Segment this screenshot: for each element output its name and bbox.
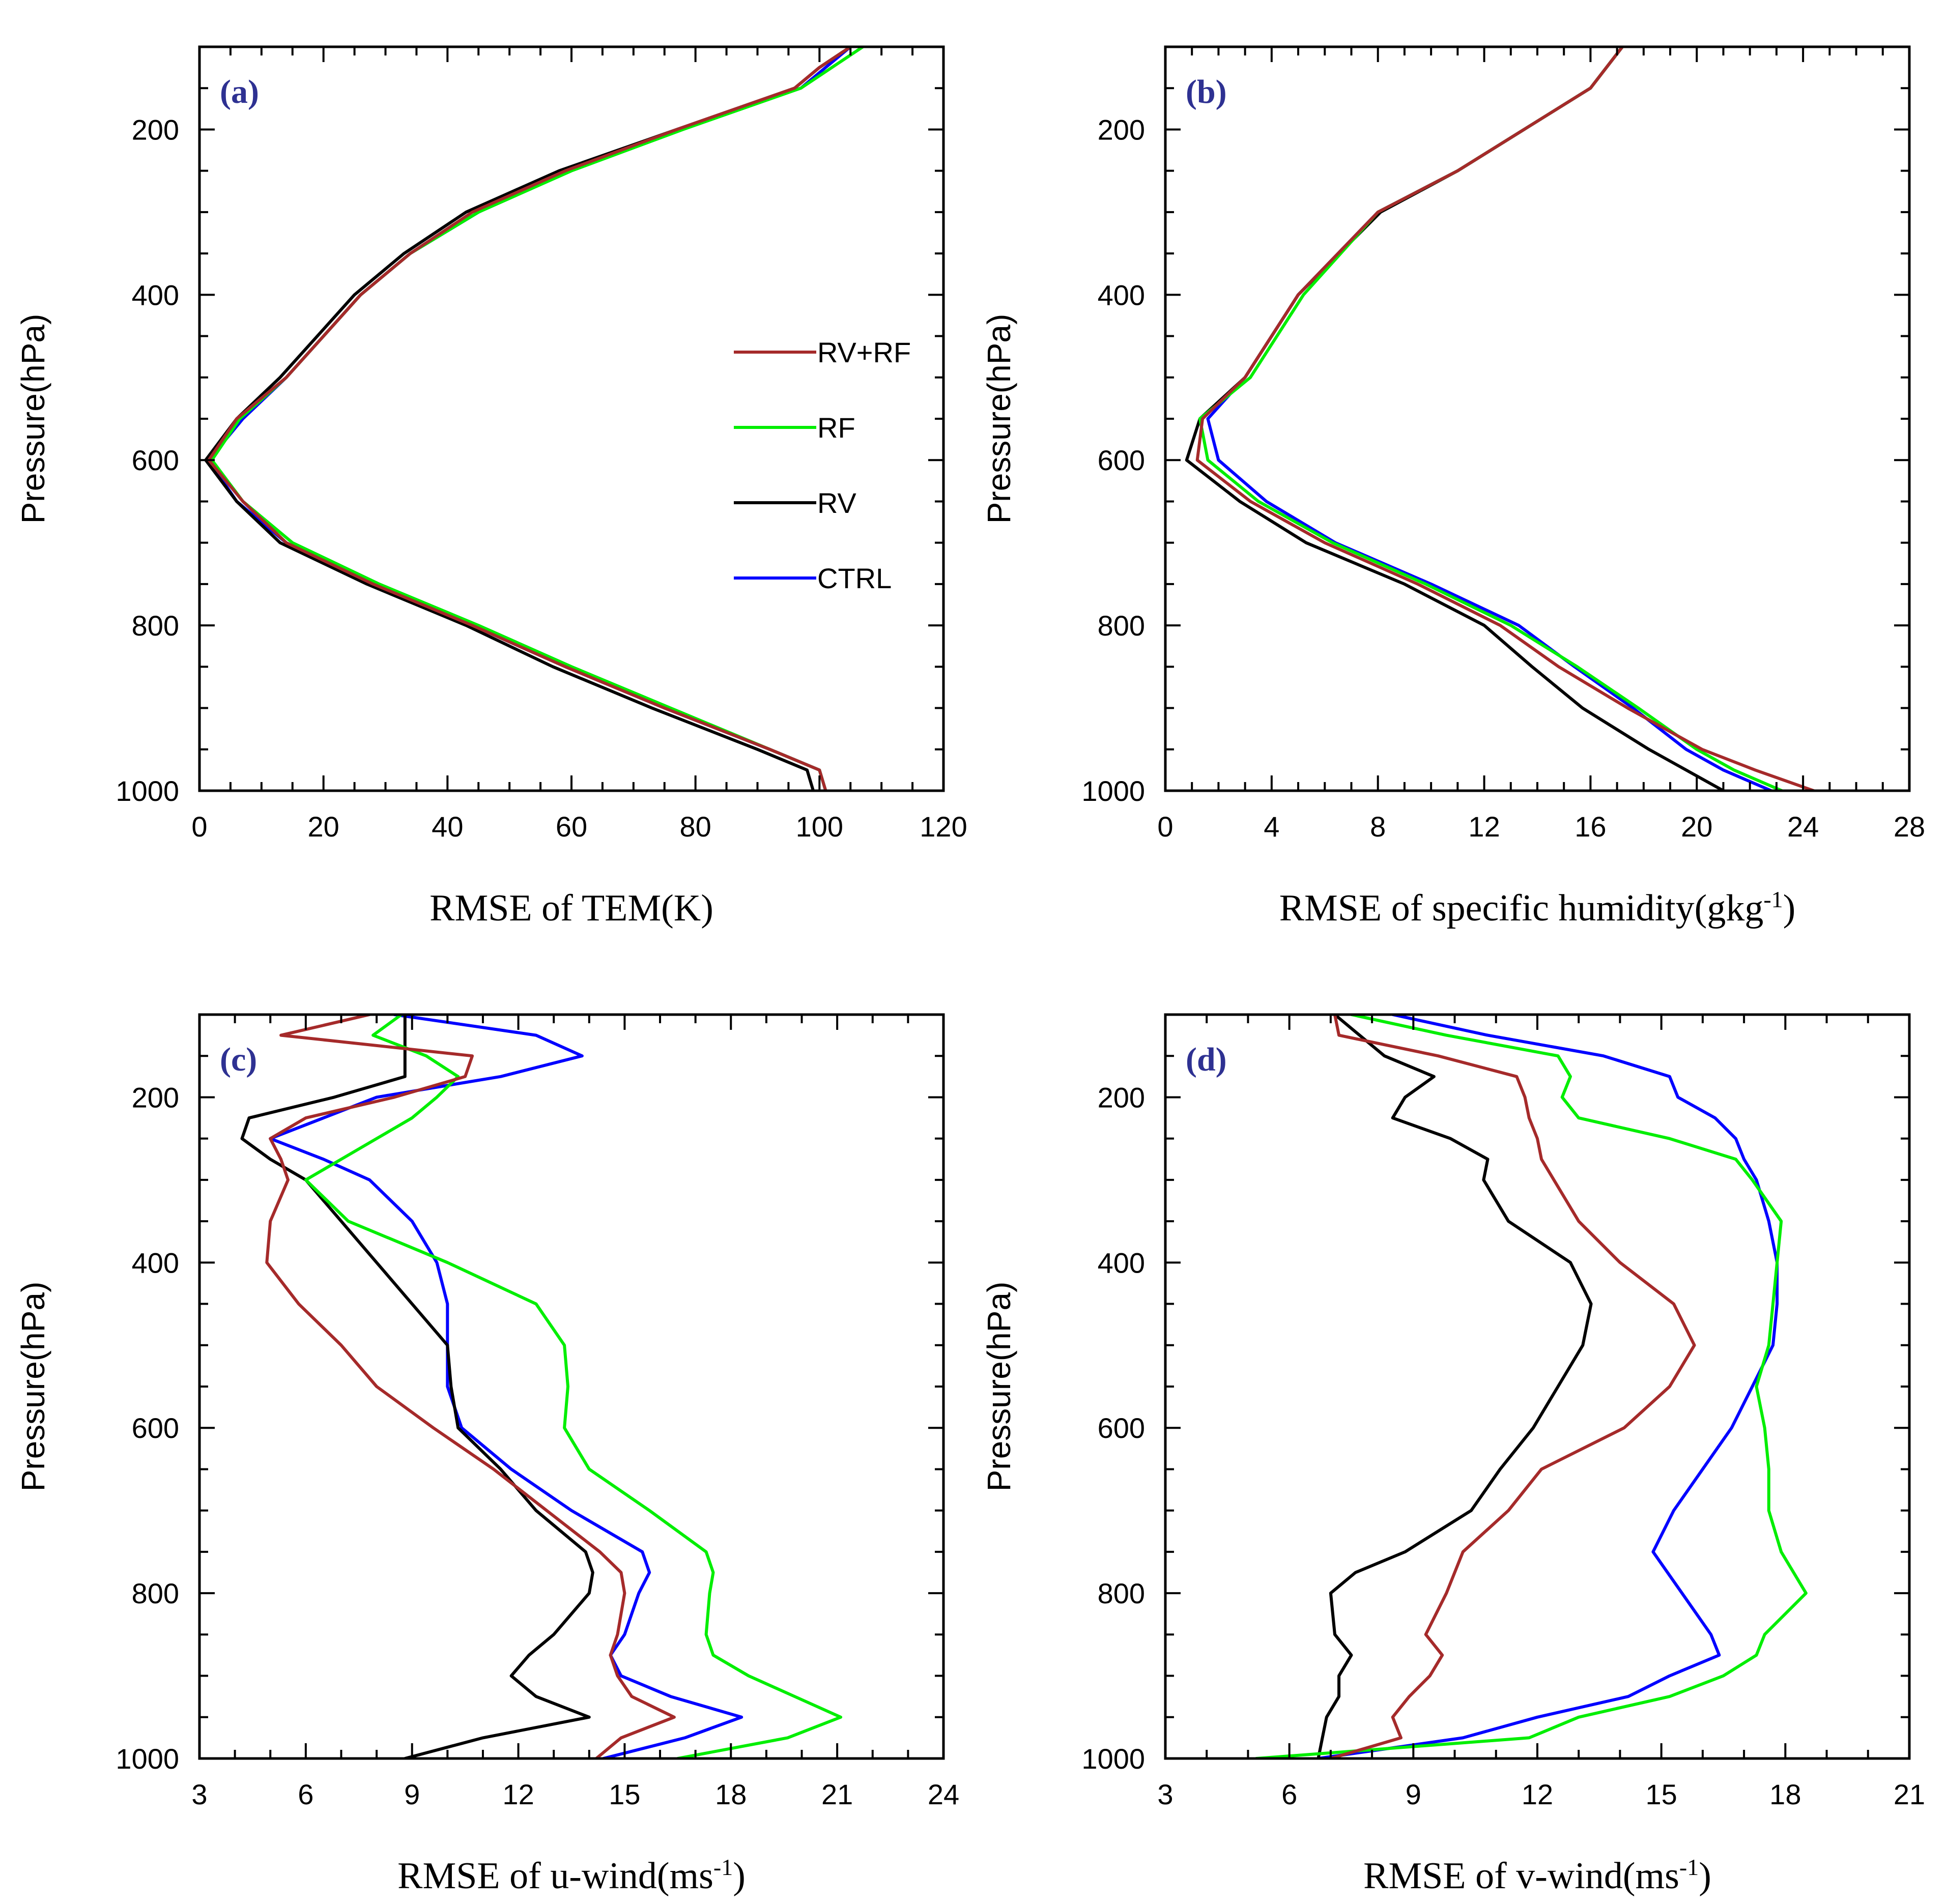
x-tick-label: 28	[1894, 811, 1925, 843]
x-tick-label: 21	[1894, 1778, 1925, 1810]
x-axis-title-tail: )	[1783, 887, 1796, 929]
x-axis-title-main: RMSE of TEM(K)	[430, 887, 713, 929]
x-axis-title-main: RMSE of u-wind(ms	[397, 1855, 713, 1897]
x-tick-label: 3	[191, 1778, 207, 1810]
y-tick-label: 800	[1098, 1577, 1145, 1609]
series-line-rf	[304, 1015, 843, 1758]
x-tick-label: 21	[821, 1778, 853, 1810]
y-tick-label: 800	[132, 610, 179, 642]
x-axis-title: RMSE of specific humidity(gkg-1)	[1279, 886, 1796, 929]
x-tick-label: 40	[432, 811, 463, 843]
x-tick-label: 3	[1157, 1778, 1173, 1810]
series-line-rv	[1316, 1015, 1593, 1758]
x-tick-label: 80	[680, 811, 711, 843]
series-group	[1254, 1015, 1808, 1758]
x-axis-title-tail: )	[733, 1855, 746, 1897]
panel-label: (a)	[220, 73, 259, 110]
y-tick-label: 600	[1098, 1412, 1145, 1444]
x-tick-label: 15	[1646, 1778, 1677, 1810]
x-axis-title: RMSE of u-wind(ms-1)	[397, 1854, 746, 1897]
panel-a: 0 20 40 60 80 100 120 200 400 600 800 1000 Pressure(…	[15, 45, 967, 929]
y-tick-label: 600	[132, 444, 179, 476]
series-line-rv	[240, 1015, 594, 1758]
y-tick-label: 400	[1098, 279, 1145, 311]
x-tick-label: 12	[1522, 1778, 1553, 1810]
series-line-rv-rf	[1329, 1015, 1696, 1758]
y-tick-label: 1000	[116, 1743, 179, 1775]
series-group	[240, 1015, 843, 1758]
y-axis-title: Pressure(hPa)	[981, 314, 1017, 524]
panel-label: (c)	[220, 1041, 257, 1078]
legend-label-rv: RV	[817, 487, 856, 519]
y-tick-label: 400	[1098, 1247, 1145, 1279]
y-tick-label: 600	[1098, 444, 1145, 476]
x-tick-label: 8	[1370, 811, 1386, 843]
y-axis-title: Pressure(hPa)	[15, 314, 51, 524]
y-tick-label: 1000	[116, 775, 179, 807]
x-axis-title-tail: )	[1699, 1855, 1711, 1897]
legend-label-rf: RF	[817, 412, 855, 444]
x-tick-label: 24	[1787, 811, 1819, 843]
y-tick-label: 400	[132, 279, 179, 311]
x-axis-title-main: RMSE of v-wind(ms	[1363, 1855, 1679, 1897]
y-tick-label: 200	[132, 113, 179, 146]
x-axis-title-sup: -1	[713, 1854, 733, 1880]
x-tick-label: 16	[1574, 811, 1606, 843]
panel-b: 0 4 8 12 16 20 24 28 200 400 600 800 1000 Pressure(hP…	[981, 45, 1925, 929]
x-axis-title: RMSE of TEM(K)	[430, 887, 713, 929]
panel-d: 3 6 9 12 15 18 21 200 400 600 800 1000 Pressure(hPa)…	[981, 1013, 1925, 1897]
series-line-rf	[1254, 1015, 1808, 1758]
x-tick-label: 12	[1468, 811, 1500, 843]
x-tick-label: 6	[1281, 1778, 1297, 1810]
x-tick-label: 100	[796, 811, 843, 843]
x-axis-title-sup: -1	[1679, 1854, 1699, 1880]
legend: RV+RF RF RV CTRL	[734, 336, 911, 594]
x-tick-label: 0	[1157, 811, 1173, 843]
x-tick-label: 6	[298, 1778, 313, 1810]
x-tick-label: 24	[928, 1778, 959, 1810]
y-tick-label: 200	[1098, 1081, 1145, 1113]
x-tick-label: 18	[715, 1778, 747, 1810]
x-tick-label: 60	[556, 811, 587, 843]
x-tick-label: 18	[1769, 1778, 1801, 1810]
series-line-rv-rf	[207, 47, 852, 791]
y-axis-title: Pressure(hPa)	[15, 1282, 51, 1492]
y-tick-label: 200	[132, 1081, 179, 1113]
x-tick-label: 120	[920, 811, 967, 843]
panel-label: (d)	[1186, 1041, 1227, 1078]
series-line-rv-rf	[1195, 47, 1815, 791]
y-axis-title: Pressure(hPa)	[981, 1282, 1017, 1492]
x-tick-label: 9	[1406, 1778, 1421, 1810]
panel-label: (b)	[1186, 73, 1227, 110]
series-line-rf	[210, 47, 865, 791]
x-tick-label: 0	[191, 811, 207, 843]
series-group	[1185, 47, 1815, 791]
x-tick-label: 4	[1264, 811, 1279, 843]
y-tick-label: 200	[1098, 113, 1145, 146]
legend-label-ctrl: CTRL	[817, 562, 892, 594]
y-tick-label: 1000	[1081, 775, 1145, 807]
y-tick-label: 400	[132, 1247, 179, 1279]
x-tick-label: 9	[404, 1778, 420, 1810]
x-axis-title: RMSE of v-wind(ms-1)	[1363, 1854, 1711, 1897]
x-axis-title-sup: -1	[1763, 886, 1783, 912]
y-tick-label: 800	[1098, 610, 1145, 642]
series-group	[204, 47, 865, 791]
panel-c: 3 6 9 12 15 18 21 24 200 400 600 800 1000 Pressure(hP…	[15, 1013, 959, 1897]
series-line-rv-rf	[265, 1015, 676, 1758]
x-tick-label: 20	[1681, 811, 1712, 843]
x-tick-label: 20	[308, 811, 339, 843]
y-tick-label: 1000	[1081, 1743, 1145, 1775]
x-tick-label: 15	[609, 1778, 640, 1810]
y-tick-label: 600	[132, 1412, 179, 1444]
x-tick-label: 12	[502, 1778, 534, 1810]
legend-label-rv-rf: RV+RF	[817, 336, 911, 368]
y-tick-label: 800	[132, 1577, 179, 1609]
x-axis-title-main: RMSE of specific humidity(gkg	[1279, 887, 1764, 929]
